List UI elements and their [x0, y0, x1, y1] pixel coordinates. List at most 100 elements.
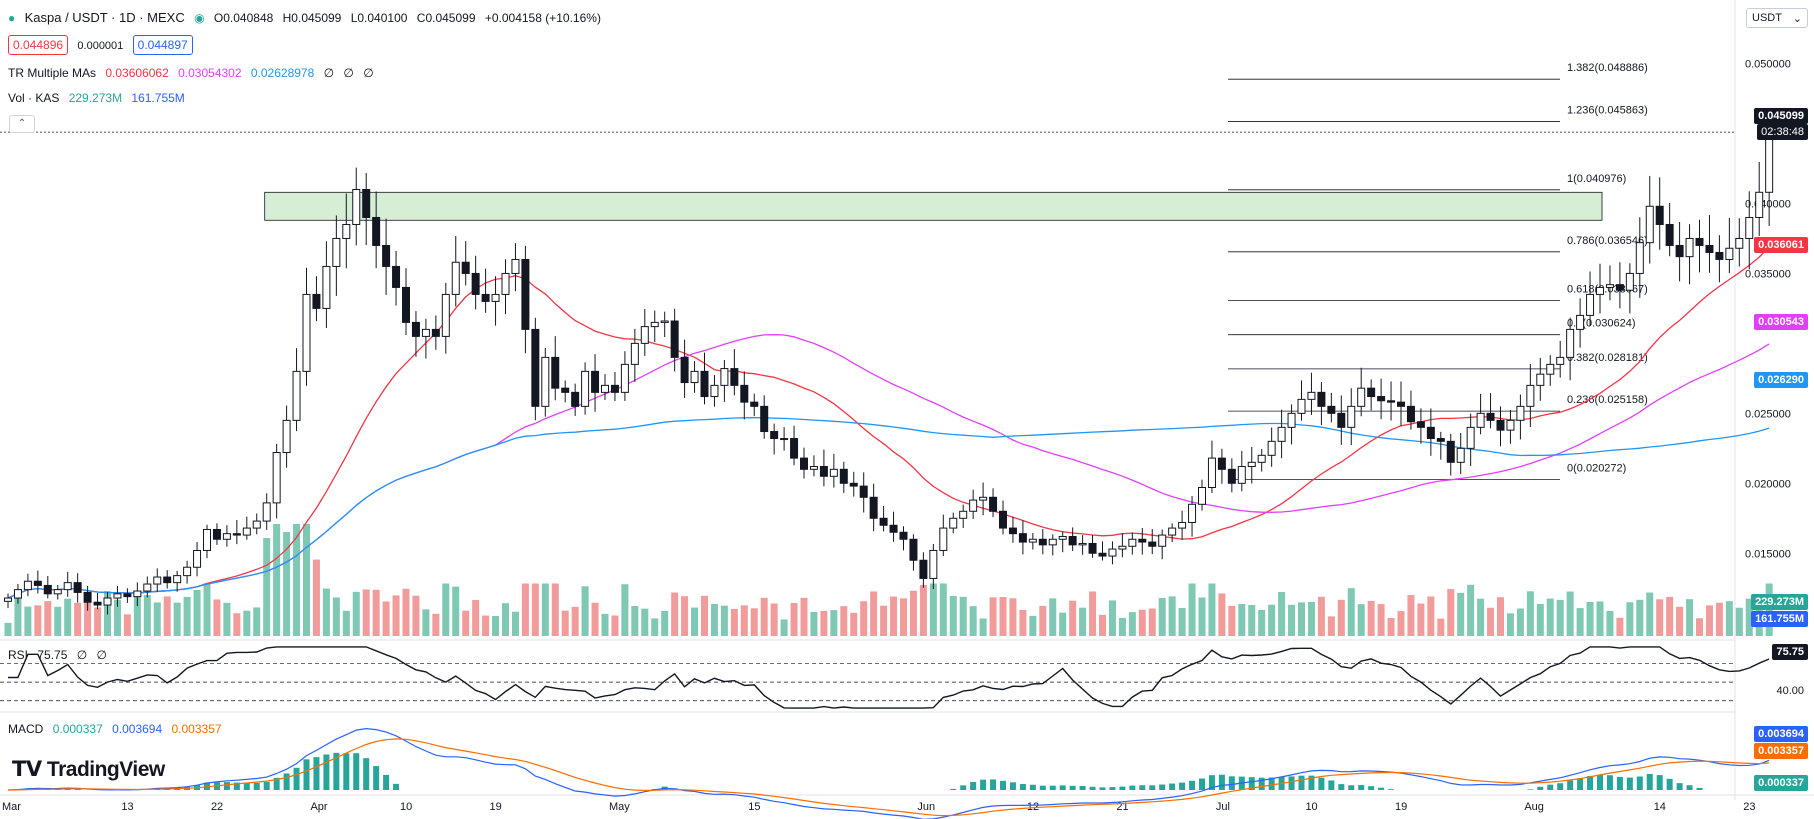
volume-bar — [1009, 598, 1017, 636]
x-tick-label: 14 — [1654, 801, 1666, 813]
volume-bar — [243, 610, 251, 636]
x-tick-label: Jun — [917, 801, 935, 813]
volume-bar — [1128, 612, 1136, 636]
volume-bar — [442, 583, 450, 636]
candle-up — [1625, 272, 1634, 291]
volume-bar — [1248, 604, 1256, 636]
macd-histogram-bar — [1218, 774, 1225, 790]
fib-level-label: 0(0.020272) — [1567, 462, 1626, 474]
candle-up — [1725, 247, 1734, 260]
candle-up — [640, 326, 649, 344]
candle-down — [1337, 412, 1346, 428]
x-tick-label: 10 — [400, 801, 412, 813]
candle-down — [392, 265, 401, 288]
ohlc-open: O0.040848 — [213, 11, 274, 25]
vol-value-b: 161.755M — [131, 91, 185, 105]
candle-down — [989, 496, 998, 512]
macd-histogram-bar — [950, 788, 957, 790]
candle-up — [491, 293, 500, 302]
candle-up — [620, 363, 629, 393]
volume-bar — [1168, 596, 1176, 636]
volume-bar — [183, 596, 191, 636]
candle-down — [1496, 419, 1505, 431]
macd-histogram-bar — [1129, 785, 1136, 790]
collapse-legend-button[interactable]: ⌃ — [9, 115, 35, 133]
volume-bar — [1407, 595, 1415, 636]
macd-c-badge: 0.000337 — [1754, 775, 1808, 791]
volume-bar — [909, 590, 917, 636]
candle-up — [1765, 131, 1774, 193]
volume-bar — [1268, 604, 1276, 636]
candle-up — [193, 549, 202, 568]
volume-bar — [1238, 603, 1246, 636]
y-tick-label: 0.050000 — [1745, 59, 1791, 71]
x-tick-label: Jul — [1216, 801, 1230, 813]
volume-bar — [1327, 616, 1335, 636]
ma-slow-line — [7, 417, 1770, 599]
currency-select[interactable]: USDT ⌄ — [1746, 8, 1808, 28]
macd-histogram-bar — [1159, 784, 1166, 790]
candle-up — [650, 321, 659, 328]
x-tick-label: 22 — [211, 801, 223, 813]
macd-histogram-bar — [1388, 789, 1395, 790]
volume-bar — [1118, 617, 1126, 636]
candle-down — [800, 457, 808, 470]
volume-bar — [1477, 598, 1485, 636]
candle-down — [1436, 438, 1445, 442]
macd-histogram-bar — [1577, 778, 1584, 790]
candle-down — [879, 517, 888, 526]
candle-up — [720, 368, 729, 386]
macd-legend[interactable]: MACD 0.000337 0.003694 0.003357 — [8, 722, 228, 736]
tradingview-logo[interactable]: 𝗧𝗩 TradingView — [12, 757, 165, 782]
candle-up — [1576, 314, 1585, 330]
candle-down — [1138, 538, 1147, 543]
candle-up — [829, 468, 838, 477]
bid-pill[interactable]: 0.044896 — [8, 35, 69, 55]
ma-legend[interactable]: TR Multiple MAs 0.03606062 0.03054302 0.… — [8, 66, 380, 80]
macd-label: MACD — [8, 722, 44, 736]
candle-down — [1406, 405, 1415, 423]
volume-bar — [1039, 605, 1047, 636]
ask-pill[interactable]: 0.044897 — [132, 35, 193, 55]
volume-bar — [1337, 599, 1345, 636]
candle-up — [949, 517, 958, 529]
candle-up — [1645, 205, 1654, 244]
candle-up — [1128, 538, 1137, 547]
candle-up — [23, 580, 32, 591]
candle-down — [1675, 244, 1684, 258]
candle-up — [272, 452, 281, 504]
volume-bar — [113, 599, 121, 636]
volume-bar — [362, 589, 370, 636]
candle-up — [1466, 426, 1475, 449]
macd-histogram-bar — [1228, 776, 1235, 790]
rsi-legend[interactable]: RSI 75.75 ∅ ∅ — [8, 648, 113, 662]
ma-empty-5: ∅ — [343, 66, 354, 80]
volume-bar — [1626, 602, 1634, 636]
volume-bar — [472, 599, 480, 636]
volume-bar — [1556, 599, 1564, 636]
candle-up — [451, 261, 460, 295]
macd-histogram-bar — [970, 782, 977, 790]
volume-bar — [691, 607, 699, 636]
volume-bar — [561, 610, 569, 636]
candle-up — [1237, 466, 1246, 484]
candle-down — [382, 244, 391, 267]
candle-down — [33, 580, 42, 586]
vol-legend[interactable]: Vol · KAS 229.273M 161.755M — [8, 91, 191, 105]
volume-bar — [203, 583, 211, 636]
volume-bar — [293, 524, 301, 636]
vol-a-badge: 229.273M — [1751, 594, 1808, 610]
candle-down — [1008, 527, 1017, 535]
macd-histogram-bar — [1368, 786, 1375, 790]
macd-histogram-bar — [1626, 777, 1633, 790]
macd-histogram-bar — [263, 781, 270, 790]
candle-down — [1227, 468, 1236, 484]
volume-bar — [1546, 598, 1554, 636]
x-tick-label: Apr — [310, 801, 327, 813]
candle-up — [959, 510, 968, 519]
macd-histogram-bar — [343, 753, 350, 790]
candle-down — [591, 370, 600, 393]
symbol-title[interactable]: Kaspa / USDT · 1D · MEXC — [24, 10, 185, 25]
volume-bar — [1417, 603, 1425, 636]
